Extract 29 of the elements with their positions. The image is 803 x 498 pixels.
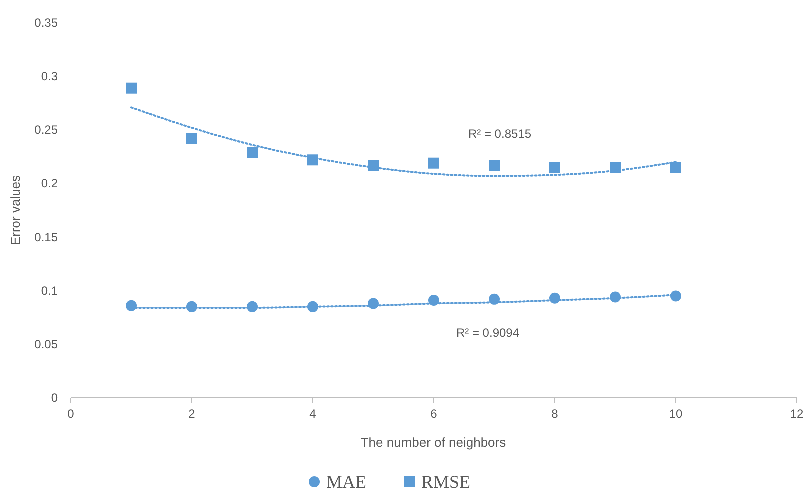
y-tick-label: 0.25: [34, 123, 58, 138]
x-tick-label: 4: [310, 407, 317, 421]
y-tick-label: 0.05: [34, 337, 58, 352]
y-tick-label: 0.2: [41, 176, 58, 191]
y-tick-label: 0.35: [34, 16, 58, 30]
x-tick-label: 6: [430, 407, 438, 421]
y-tick-label: 0: [51, 391, 58, 405]
annotation: R² = 0.8515: [468, 127, 532, 141]
y-axis-title: Error values: [8, 174, 23, 246]
point: [428, 158, 440, 169]
point: [489, 160, 500, 171]
y-tick-label: 0.1: [41, 284, 58, 298]
point: [126, 82, 137, 94]
y-tick-label: 0.3: [41, 70, 58, 84]
x-tick-label: 8: [552, 407, 559, 421]
x-tick-label: 10: [669, 407, 683, 421]
point: [670, 162, 682, 174]
point: [186, 133, 198, 144]
point: [550, 162, 560, 174]
point: [247, 147, 258, 158]
point: [126, 300, 137, 312]
y-tick-label: 0.15: [34, 230, 58, 244]
x-tick-label: 0: [68, 407, 75, 421]
x-tick-label: 12: [790, 407, 803, 421]
annotation: R² = 0.9094: [456, 326, 520, 340]
legend-label: RMSE: [422, 472, 471, 492]
x-tick-label: 2: [188, 407, 196, 421]
legend-label: MAE: [326, 472, 367, 492]
x-axis-title: The number of neighbors: [360, 435, 507, 450]
